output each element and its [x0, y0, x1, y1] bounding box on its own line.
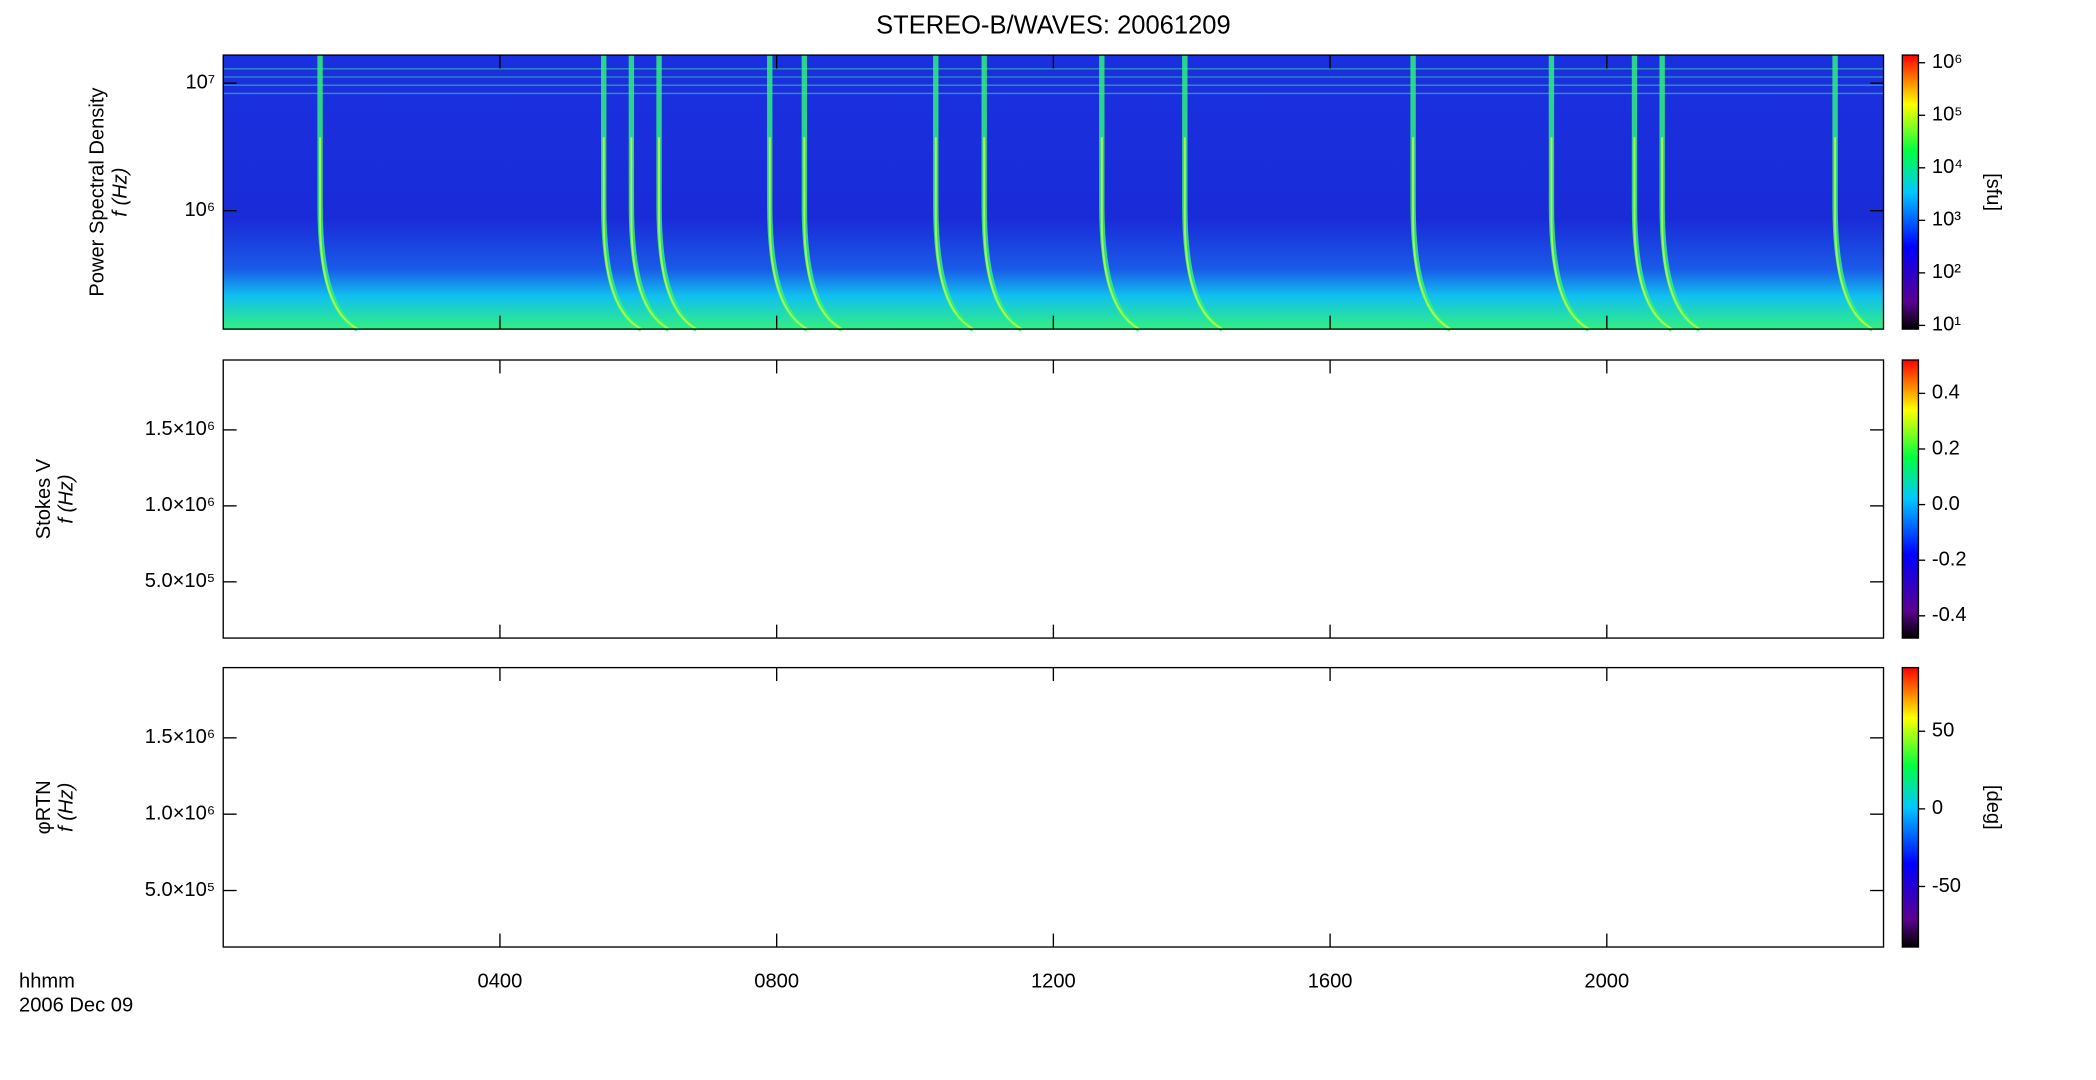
y-tick-label: 1.0×10⁶ [145, 494, 215, 516]
colorbar [1901, 54, 1920, 330]
radio-burst-core [1661, 137, 1701, 330]
colorbar [1901, 666, 1920, 948]
x-tick-label: 2000 [1584, 970, 1629, 992]
x-tick-label: 0800 [754, 970, 799, 992]
radio-burst-core [1834, 137, 1874, 330]
colorbar-tick-label: 0.0 [1932, 493, 1960, 515]
colorbar-tick-label: 0.4 [1932, 382, 1960, 404]
y-tick-label: 1.5×10⁶ [145, 726, 215, 748]
chart-title: STEREO-B/WAVES: 20061209 [876, 12, 1231, 40]
y-axis-label: Stokes V [33, 458, 55, 539]
plot-frame [222, 359, 1885, 639]
colorbar-tick-label: 10⁴ [1932, 156, 1963, 178]
radio-burst-core [1183, 137, 1223, 330]
y-axis-label: f (Hz) [109, 167, 131, 216]
colorbar-tick-label: -0.2 [1932, 549, 1967, 571]
radio-burst-core [803, 137, 843, 330]
radio-burst-core [1100, 137, 1140, 330]
radio-burst-core [602, 137, 642, 330]
y-axis-label: f (Hz) [56, 783, 78, 832]
radio-burst-core [983, 137, 1023, 330]
y-tick-label: 1.0×10⁶ [145, 802, 215, 824]
radio-burst-core [1633, 137, 1673, 330]
colorbar-tick-label: 10³ [1932, 209, 1961, 231]
colorbar-tick-label: 0 [1932, 797, 1943, 819]
y-tick-label: 10⁶ [184, 199, 215, 221]
radio-burst-core [768, 137, 808, 330]
y-tick-label: 1.5×10⁶ [145, 418, 215, 440]
colorbar-tick-label: 10² [1932, 261, 1961, 283]
radio-burst-core [319, 137, 359, 330]
colorbar-label: [deg] [1982, 785, 2004, 830]
colorbar-tick-label: 10¹ [1932, 314, 1961, 336]
y-axis-label: f (Hz) [56, 474, 78, 523]
spectrogram-background [223, 55, 1884, 330]
colorbar-tick-label: 0.2 [1932, 437, 1960, 459]
colorbar-tick-label: -0.4 [1932, 604, 1967, 626]
y-tick-label: 10⁷ [185, 71, 215, 93]
colorbar-tick-label: 50 [1932, 720, 1954, 742]
x-tick-label: 0400 [478, 970, 523, 992]
radio-burst-core [1412, 137, 1452, 330]
colorbar [1901, 359, 1920, 639]
x-tick-label: 1200 [1031, 970, 1076, 992]
radio-burst-core [658, 137, 698, 330]
radio-burst-core [630, 137, 670, 330]
colorbar-tick-label: 10⁵ [1932, 104, 1963, 126]
x-axis-label: hhmm [19, 970, 75, 992]
radio-burst-core [934, 137, 974, 330]
plot-frame [222, 666, 1885, 948]
date-label: 2006 Dec 09 [19, 994, 133, 1016]
colorbar-tick-label: -50 [1932, 875, 1961, 897]
colorbar-tick-label: 10⁶ [1932, 51, 1963, 73]
y-tick-label: 5.0×10⁵ [145, 570, 215, 592]
colorbar-label: [sfu] [1982, 173, 2004, 211]
radio-burst-core [1550, 137, 1590, 330]
y-tick-label: 5.0×10⁵ [145, 879, 215, 901]
x-tick-label: 1600 [1308, 970, 1353, 992]
y-axis-label: φRTN [33, 780, 55, 834]
y-axis-label: Power Spectral Density [87, 87, 109, 297]
